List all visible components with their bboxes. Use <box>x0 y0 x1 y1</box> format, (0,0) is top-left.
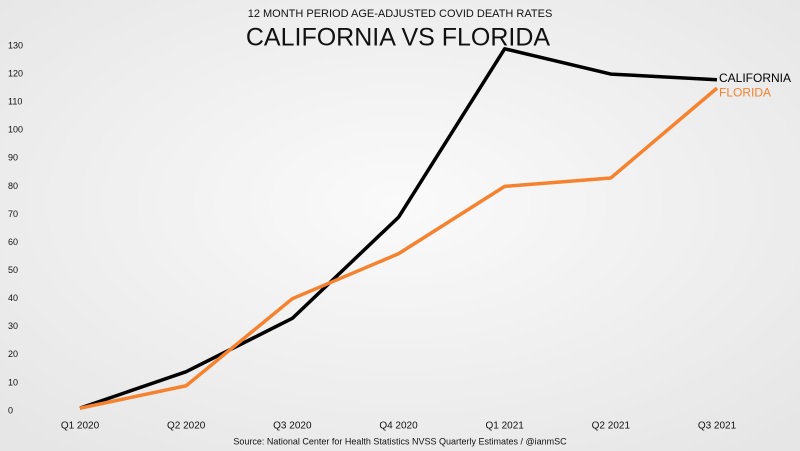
y-tick-label: 10 <box>8 377 18 387</box>
x-tick-label: Q3 2021 <box>698 421 737 432</box>
y-tick-label: 130 <box>8 40 23 50</box>
x-tick-label: Q1 2020 <box>61 421 100 432</box>
y-tick-label: 120 <box>8 68 23 78</box>
series-label: CALIFORNIA <box>719 71 791 85</box>
y-tick-label: 50 <box>8 265 18 275</box>
y-tick-label: 110 <box>8 97 22 107</box>
y-tick-label: 0 <box>8 405 13 415</box>
chart-title: CALIFORNIA VS FLORIDA <box>246 24 551 52</box>
y-tick-label: 40 <box>8 293 18 303</box>
source-note: Source: National Center for Health Stati… <box>233 436 567 446</box>
x-tick-label: Q3 2020 <box>273 421 312 432</box>
x-tick-label: Q2 2020 <box>167 421 206 432</box>
y-tick-label: 100 <box>8 125 23 135</box>
x-tick-label: Q4 2020 <box>379 421 418 432</box>
y-tick-label: 90 <box>8 153 18 163</box>
y-tick-label: 80 <box>8 181 18 191</box>
series-line <box>79 86 719 410</box>
chart-subtitle: 12 MONTH PERIOD AGE-ADJUSTED COVID DEATH… <box>248 8 553 20</box>
y-tick-label: 60 <box>8 237 18 247</box>
series-label: FLORIDA <box>719 85 771 99</box>
series-line <box>79 47 718 410</box>
y-tick-label: 30 <box>8 321 18 331</box>
x-tick-label: Q2 2021 <box>592 421 631 432</box>
y-tick-label: 70 <box>8 209 18 219</box>
y-tick-label: 20 <box>8 349 18 359</box>
x-tick-label: Q1 2021 <box>485 421 524 432</box>
